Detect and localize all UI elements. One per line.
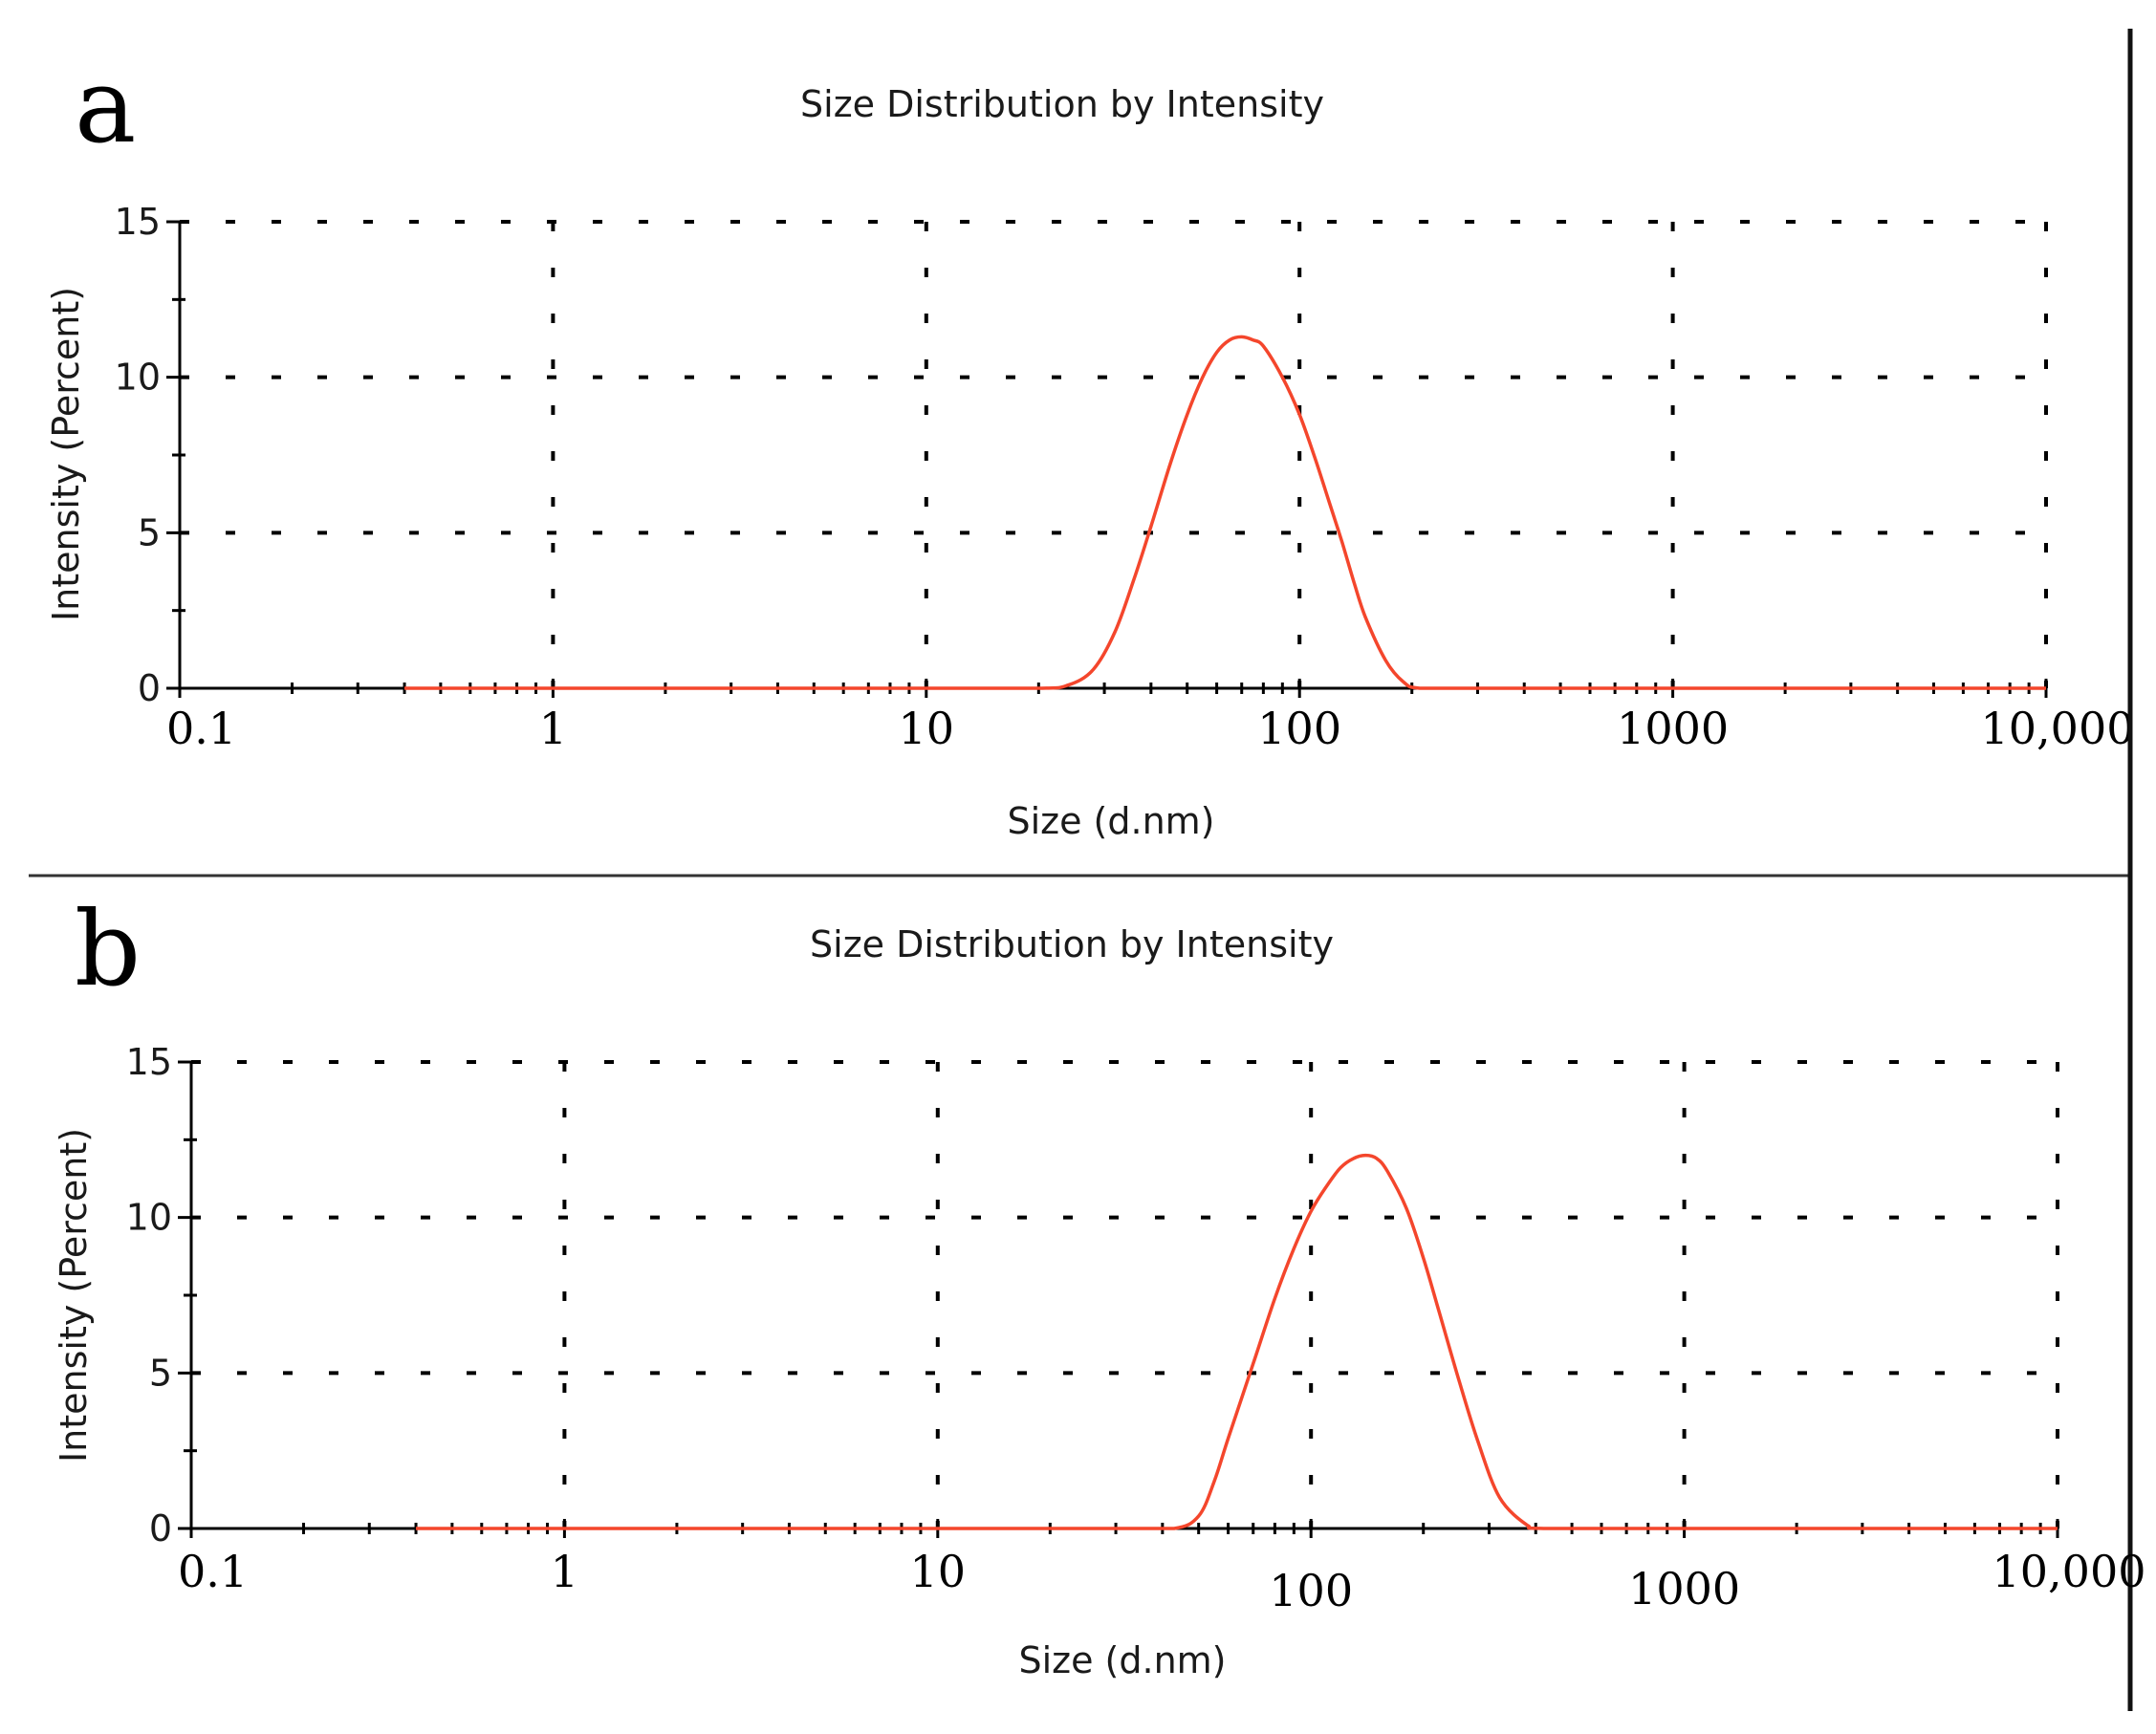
x-tick-label: 10,000 <box>1993 1546 2146 1597</box>
intensity-curve <box>416 1153 2058 1530</box>
x-tick-label: 0.1 <box>166 703 236 754</box>
y-tick-label: 5 <box>138 511 161 553</box>
axes <box>178 1060 2059 1538</box>
panel-b: b Size Distribution by Intensity Intensi… <box>53 890 2145 1681</box>
y-tick-label: 10 <box>126 1197 172 1239</box>
y-tick-label: 0 <box>138 667 161 709</box>
panel-a: a Size Distribution by Intensity Intensi… <box>45 47 2134 842</box>
panel-label: b <box>75 890 141 1009</box>
chart-title: Size Distribution by Intensity <box>810 923 1334 965</box>
x-tick-label: 10 <box>899 703 955 754</box>
intensity-curve <box>404 335 2046 690</box>
x-ticks: 0.1 1 10 100 1000 10,000 <box>166 703 2134 754</box>
x-tick-label: 10,000 <box>1981 703 2135 754</box>
series <box>416 1153 2058 1530</box>
x-tick-label: 10 <box>910 1546 967 1597</box>
series <box>404 335 2046 690</box>
axes <box>166 220 2048 698</box>
x-axis-label: Size (d.nm) <box>1007 800 1214 842</box>
y-tick-label: 5 <box>149 1352 172 1394</box>
panel-label: a <box>75 47 136 166</box>
y-ticks: 0 5 10 15 <box>126 1041 172 1550</box>
x-tick-label: 1 <box>539 703 567 754</box>
x-tick-label: 1 <box>551 1546 578 1597</box>
x-tick-label: 1000 <box>1628 1563 1740 1615</box>
y-axis-label: Intensity (Percent) <box>53 1128 95 1463</box>
y-tick-label: 15 <box>126 1041 172 1083</box>
x-tick-label: 1000 <box>1617 703 1729 754</box>
x-axis-label: Size (d.nm) <box>1018 1639 1226 1681</box>
x-ticks: 0.1 1 10 100 1000 10,000 <box>178 1546 2145 1616</box>
y-axis-label: Intensity (Percent) <box>45 287 87 621</box>
y-tick-label: 0 <box>149 1507 172 1550</box>
grid <box>180 220 2048 688</box>
x-tick-label: 100 <box>1269 1565 1353 1616</box>
chart-title: Size Distribution by Intensity <box>800 83 1324 125</box>
x-tick-label: 100 <box>1257 703 1341 754</box>
x-tick-label: 0.1 <box>178 1546 248 1597</box>
grid <box>191 1060 2059 1528</box>
y-ticks: 0 5 10 15 <box>115 201 161 709</box>
y-tick-label: 10 <box>115 357 161 399</box>
y-tick-label: 15 <box>115 201 161 243</box>
